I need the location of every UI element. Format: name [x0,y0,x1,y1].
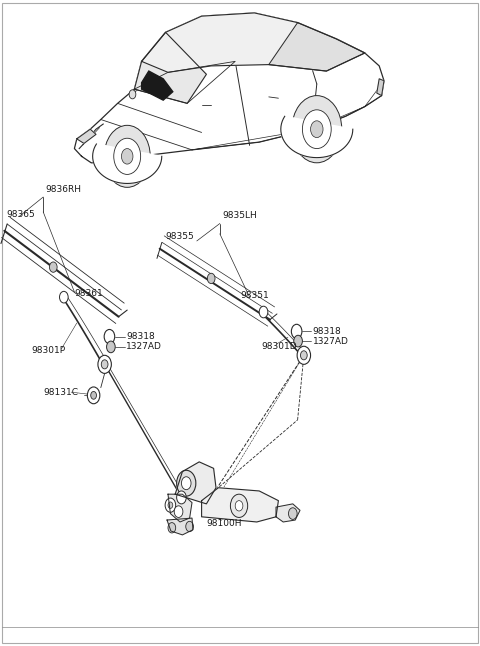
Text: 98301P: 98301P [31,346,65,355]
Polygon shape [134,32,206,103]
Circle shape [288,508,297,519]
Polygon shape [276,504,300,522]
Text: 98301D: 98301D [262,342,297,351]
Text: 98131C: 98131C [43,388,78,397]
Text: 98365: 98365 [7,210,36,219]
Circle shape [291,324,302,339]
Circle shape [186,521,193,532]
Circle shape [292,96,342,163]
Polygon shape [142,13,365,72]
Polygon shape [168,494,192,522]
Text: 98361: 98361 [74,289,103,298]
Polygon shape [377,79,384,96]
Polygon shape [281,116,353,158]
Circle shape [107,341,115,353]
Polygon shape [269,23,365,71]
Circle shape [104,125,150,187]
Circle shape [98,355,111,373]
Circle shape [121,149,133,164]
Circle shape [114,138,141,174]
Polygon shape [93,144,162,183]
Circle shape [177,491,186,504]
Circle shape [104,329,115,344]
Text: 9836RH: 9836RH [46,185,82,194]
Circle shape [230,494,248,517]
Circle shape [174,506,183,517]
Text: 1327AD: 1327AD [126,342,162,351]
Circle shape [181,477,191,490]
Circle shape [259,306,268,318]
Polygon shape [142,71,173,100]
Polygon shape [74,13,384,163]
Polygon shape [77,129,96,143]
Text: 98318: 98318 [126,332,155,341]
Circle shape [207,273,215,284]
Polygon shape [202,488,278,522]
Circle shape [60,291,68,303]
Circle shape [302,110,331,149]
Circle shape [168,502,173,508]
Text: 98100H: 98100H [206,519,242,528]
Circle shape [177,470,196,496]
Circle shape [49,262,57,273]
Text: 98351: 98351 [240,291,269,300]
Circle shape [297,346,311,364]
Circle shape [235,501,243,511]
Circle shape [129,90,136,99]
Circle shape [101,360,108,369]
Polygon shape [175,462,216,504]
Circle shape [168,523,176,533]
Circle shape [294,335,302,347]
Circle shape [91,391,96,399]
Text: 98318: 98318 [312,327,341,336]
Circle shape [300,351,307,360]
Circle shape [165,498,176,512]
Circle shape [311,121,323,138]
Circle shape [87,387,100,404]
Text: 1327AD: 1327AD [312,337,348,346]
Text: 98355: 98355 [166,232,194,241]
Polygon shape [167,518,193,535]
Text: 9835LH: 9835LH [222,211,257,220]
